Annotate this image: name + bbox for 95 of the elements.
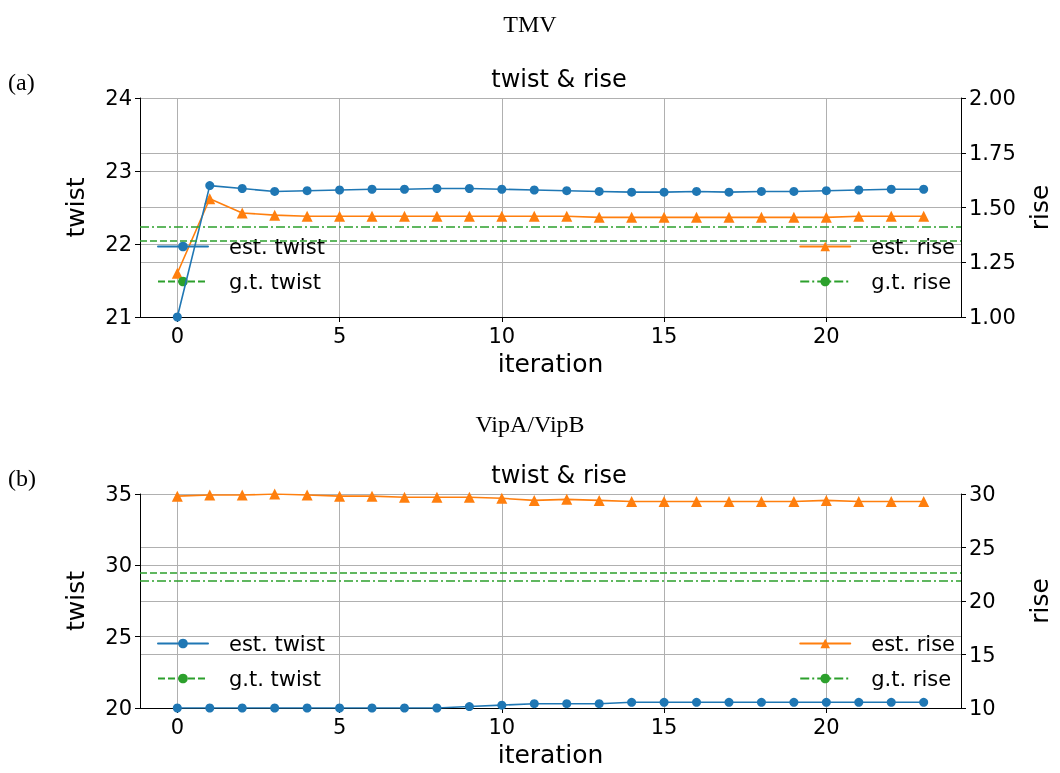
x-tick-label: 15 [650,323,678,348]
point [756,186,766,196]
legend-label: g.t. twist [229,269,322,294]
point [918,210,930,222]
y2-tick-label: 1.50 [969,195,1016,220]
y-tick-label: 22 [105,232,132,256]
y2-tick-label: 30 [969,482,996,506]
point [270,186,280,196]
legend-label: est. twist [229,631,325,656]
point [626,211,638,223]
legend-label: g.t. twist [229,666,322,691]
y-tick-label: 24 [105,86,132,110]
point [432,184,442,194]
legend-label: g.t. rise [871,269,952,294]
y-tick-label: 25 [105,624,132,649]
y-axis-title: twist [61,570,90,632]
point [886,184,896,194]
point [171,267,183,279]
point [302,186,312,196]
point [593,211,605,223]
point [334,210,346,222]
x-tick-label: 0 [170,323,185,348]
y2-tick-label: 25 [969,535,996,560]
point [659,187,669,197]
point [919,184,929,194]
y2-axis-title: rise [1025,184,1054,231]
point [335,185,345,195]
point [885,210,897,222]
point [463,210,475,222]
point [398,210,410,222]
legend-label: est. rise [871,631,956,656]
point [431,210,443,222]
y-tick-label: 35 [105,482,132,506]
y-tick-label: 21 [105,305,132,329]
text: (b) [8,465,36,491]
legend-label: est. rise [871,234,956,259]
y2-tick-label: 2.00 [969,86,1016,110]
point [788,211,800,223]
point [301,210,313,222]
point [172,312,182,322]
point [236,207,248,219]
point [691,211,703,223]
point [561,210,573,222]
x-axis-title: iteration [497,740,604,769]
point [627,187,637,197]
point [821,186,831,196]
point [854,185,864,195]
point [366,210,378,222]
y-tick-label: 20 [105,696,132,720]
y2-tick-label: 1.75 [969,140,1016,165]
point [205,181,215,191]
point [724,187,734,197]
x-tick-label: 10 [488,323,516,348]
point [497,184,507,194]
x-tick-label: 5 [332,714,347,739]
x-tick-label: 0 [170,714,185,739]
point [529,185,539,195]
point [723,211,735,223]
legend-label: g.t. rise [871,666,952,691]
y2-axis-title: rise [1025,578,1054,624]
y2-tick-label: 1.00 [969,305,1016,329]
x-tick-label: 15 [650,714,678,739]
point [594,186,604,196]
text: TMV [503,11,558,37]
x-tick-label: 20 [812,714,840,739]
point [269,209,281,221]
point [692,186,702,196]
x-tick-label: 20 [812,323,840,348]
point [658,211,670,223]
legend-label: est. twist [229,234,325,259]
y2-tick-label: 15 [969,642,996,667]
point [367,184,377,194]
point [496,210,508,222]
x-tick-label: 5 [332,323,347,348]
y2-tick-label: 10 [969,696,996,720]
text: (a) [8,69,35,95]
y2-tick-label: 1.25 [969,250,1016,275]
point [528,210,540,222]
point [789,186,799,196]
point [464,184,474,194]
y2-tick-label: 20 [969,589,996,613]
y-axis-title: twist [61,177,90,238]
point [820,211,832,223]
text: VipA/VipB [475,411,585,437]
point [399,184,409,194]
x-axis-title: iteration [497,349,604,378]
y-tick-label: 30 [105,553,132,578]
point [237,184,247,194]
point [853,210,865,222]
point [562,186,572,196]
chart-title: twist & rise [491,65,627,93]
y-tick-label: 23 [105,159,132,183]
x-tick-label: 10 [488,714,516,739]
chart-title: twist & rise [491,461,627,489]
point [755,211,767,223]
